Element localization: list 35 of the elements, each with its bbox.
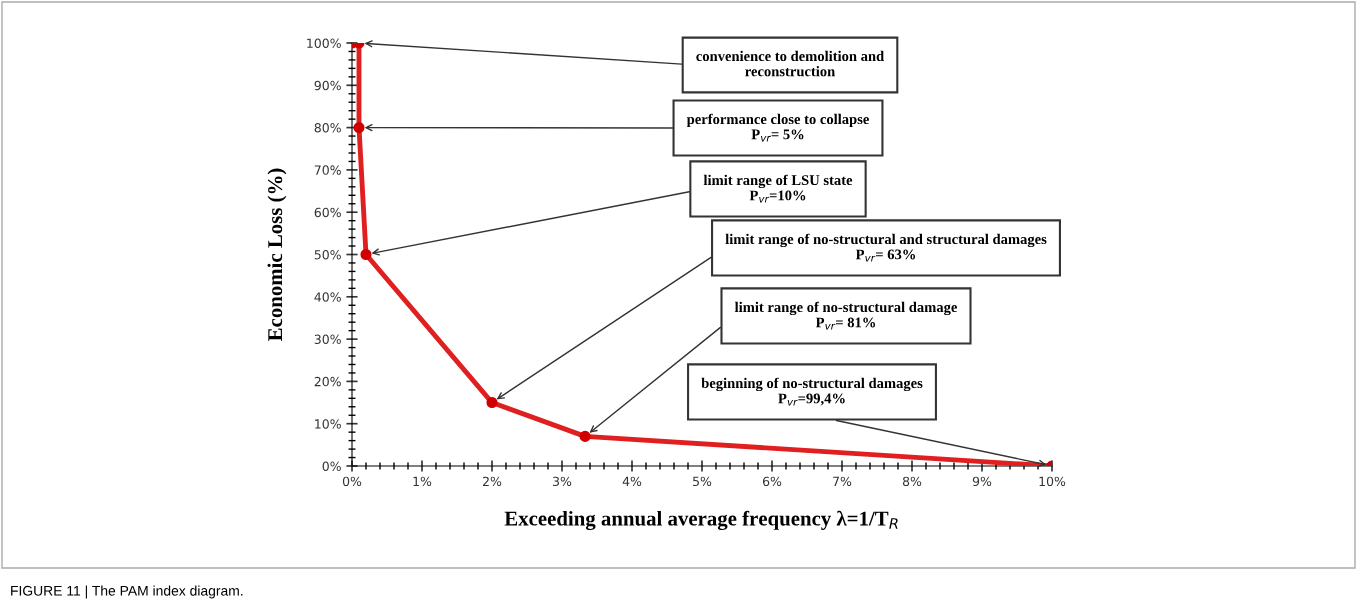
y-axis-title: Economic Loss (%) <box>267 168 287 341</box>
y-tick-label: 20% <box>314 376 341 387</box>
point <box>360 248 372 261</box>
annotation: convenience to demolition and reconstruction <box>696 50 885 77</box>
x-tick-label: 9% <box>972 476 992 487</box>
annotation: performance close to collapse P$_{vr}$= 5% <box>686 113 869 142</box>
x-tick-label: 10% <box>1039 476 1066 487</box>
point <box>486 396 498 409</box>
y-tick-label: 0% <box>322 461 341 471</box>
x-tick-label: 0% <box>342 476 362 487</box>
x-tick-label: 8% <box>902 476 922 487</box>
caption: FIGURE 11 | The PAM index diagram. <box>11 585 243 599</box>
y-tick-label: 90% <box>314 80 341 91</box>
x-tick-label: 6% <box>762 476 782 487</box>
y-tick-label: 30% <box>314 334 341 345</box>
y-tick-label: 100% <box>307 38 341 48</box>
x-tick-label: 1% <box>413 476 432 487</box>
x-tick-label: 7% <box>833 476 852 487</box>
x-axis-title: Exceeding annual average frequency λ=1/T$_{R}$ <box>504 510 898 530</box>
annotation: limit range of no-structural and structural damages P$_{vr}$= 63% <box>725 233 1047 262</box>
y-tick-label: 10% <box>315 419 341 429</box>
annotation: limit range of LSU state P$_{vr}$=10% <box>703 174 853 203</box>
x-tick-label: 3% <box>553 476 572 487</box>
annotation: limit range of no-structural damage P$_{vr}$= 81% <box>734 301 958 330</box>
point <box>579 430 591 442</box>
x-tick-label: 2% <box>483 476 502 487</box>
annotation: beginning of no-structural damages P$_{vr}$=99,4% <box>701 377 923 406</box>
y-tick-label: 40% <box>314 292 341 302</box>
y-tick-label: 50% <box>314 249 341 260</box>
y-tick-label: 60% <box>314 207 341 218</box>
y-tick-label: 70% <box>314 165 341 175</box>
y-tick-label: 80% <box>314 123 341 133</box>
point <box>353 122 365 134</box>
x-tick-label: 4% <box>622 476 642 487</box>
x-tick-label: 5% <box>693 476 712 487</box>
